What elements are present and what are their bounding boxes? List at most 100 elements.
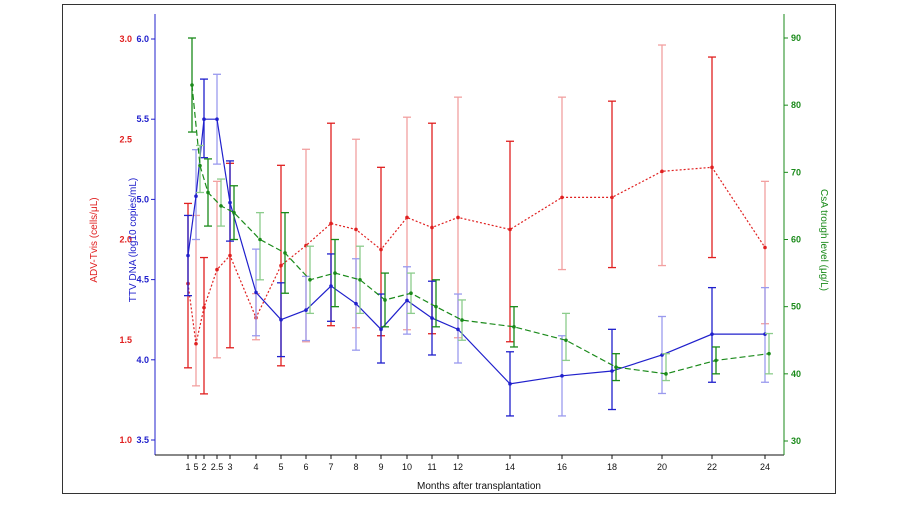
data-point	[202, 305, 206, 310]
red-axis-label: ADV-Tvis (cells/μL)	[89, 197, 100, 282]
data-point	[456, 215, 460, 220]
data-point	[430, 225, 434, 230]
green-axis-label: CsA trough level (μg/L)	[818, 189, 829, 291]
data-point	[710, 165, 714, 170]
x-tick-label: 20	[657, 462, 667, 472]
data-point	[610, 195, 614, 200]
x-tick-label: 12	[453, 462, 463, 472]
series-csa-trough-level	[188, 37, 773, 382]
data-point	[664, 372, 668, 376]
x-axis-label: Months after transplantation	[417, 481, 541, 492]
data-point	[560, 374, 564, 378]
x-tick-label: 18	[607, 462, 617, 472]
data-point	[409, 291, 413, 296]
x-tick-label: 16	[557, 462, 567, 472]
data-point	[354, 227, 358, 232]
data-point	[405, 215, 409, 220]
data-point	[186, 253, 190, 258]
data-point	[430, 316, 434, 320]
x-tick-label: 6	[303, 462, 308, 472]
green-tick-label: 60	[791, 235, 801, 245]
x-tick-label: 2	[201, 462, 206, 472]
x-tick-label: 11	[427, 462, 436, 472]
data-point	[215, 117, 219, 121]
series-adv-tvis	[184, 44, 769, 395]
data-point	[354, 301, 358, 306]
data-point	[308, 278, 312, 282]
x-tick-label: 7	[328, 462, 333, 472]
data-point	[279, 317, 283, 322]
green-tick-label: 50	[791, 302, 801, 312]
x-tick-label: 3	[227, 462, 232, 472]
data-point	[358, 278, 362, 282]
data-point	[434, 304, 438, 309]
data-point	[206, 190, 210, 195]
data-point	[279, 263, 283, 268]
data-point	[512, 325, 516, 329]
data-point	[383, 298, 387, 302]
series-ttv-dna	[184, 73, 769, 417]
green-tick-label: 70	[791, 167, 801, 177]
data-point	[614, 365, 618, 369]
x-tick-label: 9	[378, 462, 383, 472]
data-point	[560, 195, 564, 200]
data-point	[258, 237, 262, 242]
green-tick-label: 90	[791, 33, 801, 43]
blue-axis-label: TTV DNA (log10 copies/mL)	[128, 178, 139, 303]
data-point	[508, 227, 512, 232]
green-tick-label: 40	[791, 369, 801, 379]
x-tick-label: 22	[707, 462, 717, 472]
data-point	[710, 332, 714, 336]
x-tick-label: 4	[253, 462, 258, 472]
data-point	[460, 318, 464, 322]
red-tick-label: 1.0	[119, 435, 132, 445]
red-tick-label: 1.5	[119, 335, 132, 345]
red-tick-label: 3.0	[119, 34, 132, 44]
series-line	[187, 166, 766, 344]
x-tick-label: 14	[505, 462, 515, 472]
x-tick-label: 1	[185, 462, 190, 472]
blue-tick-label: 6.0	[136, 34, 149, 44]
data-point	[763, 245, 767, 250]
data-point	[329, 284, 333, 288]
data-point	[379, 247, 383, 252]
green-tick-label: 80	[791, 100, 801, 110]
x-tick-label: 5	[278, 462, 283, 472]
data-point	[456, 327, 460, 332]
axes-layer: 1.0 1.5 2.0 2.5 3.0 3.5 4.0 4.5 5.0 5.5 6.0 30 40 50 6…	[119, 14, 801, 472]
blue-tick-label: 5.5	[136, 114, 149, 124]
data-point	[508, 382, 512, 386]
data-point	[194, 194, 198, 198]
data-point	[304, 308, 308, 312]
data-point	[228, 253, 232, 258]
data-point	[564, 338, 568, 343]
red-tick-label: 2.5	[119, 134, 132, 144]
data-point	[228, 200, 232, 205]
data-point	[714, 358, 718, 363]
x-tick-label: 10	[402, 462, 412, 472]
blue-tick-label: 3.5	[136, 435, 149, 445]
blue-tick-label: 4.0	[136, 355, 149, 365]
data-point	[610, 369, 614, 373]
data-point	[767, 351, 771, 356]
blue-tick-label: 5.0	[136, 194, 149, 204]
blue-tick-label: 4.5	[136, 275, 149, 285]
red-tick-label: 2.0	[119, 235, 132, 245]
data-point	[254, 290, 258, 295]
data-point	[194, 341, 198, 346]
data-point	[219, 204, 223, 208]
x-tick-label: 8	[353, 462, 358, 472]
series-line	[191, 84, 770, 375]
data-point	[333, 271, 337, 275]
data-point	[660, 169, 664, 174]
x-tick-label: 2.5	[211, 462, 224, 472]
x-tick-label: 24	[760, 462, 770, 472]
data-point	[190, 83, 194, 87]
data-point	[215, 267, 219, 272]
data-point	[202, 117, 206, 121]
x-tick-label: 5	[193, 462, 198, 472]
data-point	[198, 163, 202, 168]
data-point	[232, 210, 236, 215]
marks-layer	[184, 37, 773, 417]
